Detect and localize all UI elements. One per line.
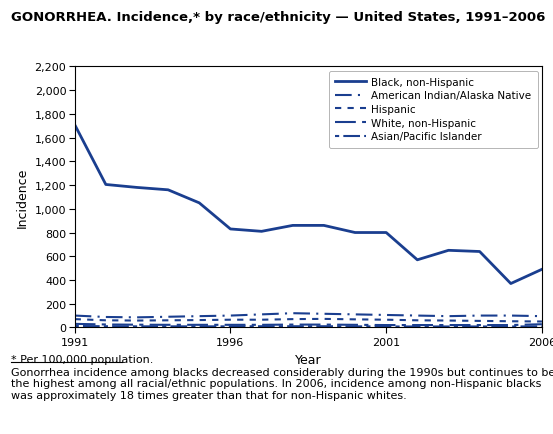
Text: Gonorrhea incidence among blacks decreased considerably during the 1990s but con: Gonorrhea incidence among blacks decreas…	[11, 367, 553, 400]
Y-axis label: Incidence: Incidence	[16, 168, 29, 227]
Legend: Black, non-Hispanic, American Indian/Alaska Native, Hispanic, White, non-Hispani: Black, non-Hispanic, American Indian/Ala…	[328, 72, 538, 148]
X-axis label: Year: Year	[295, 353, 322, 366]
Text: GONORRHEA. Incidence,* by race/ethnicity — United States, 1991–2006: GONORRHEA. Incidence,* by race/ethnicity…	[11, 11, 545, 24]
Text: * Per 100,000 population.: * Per 100,000 population.	[11, 354, 153, 364]
